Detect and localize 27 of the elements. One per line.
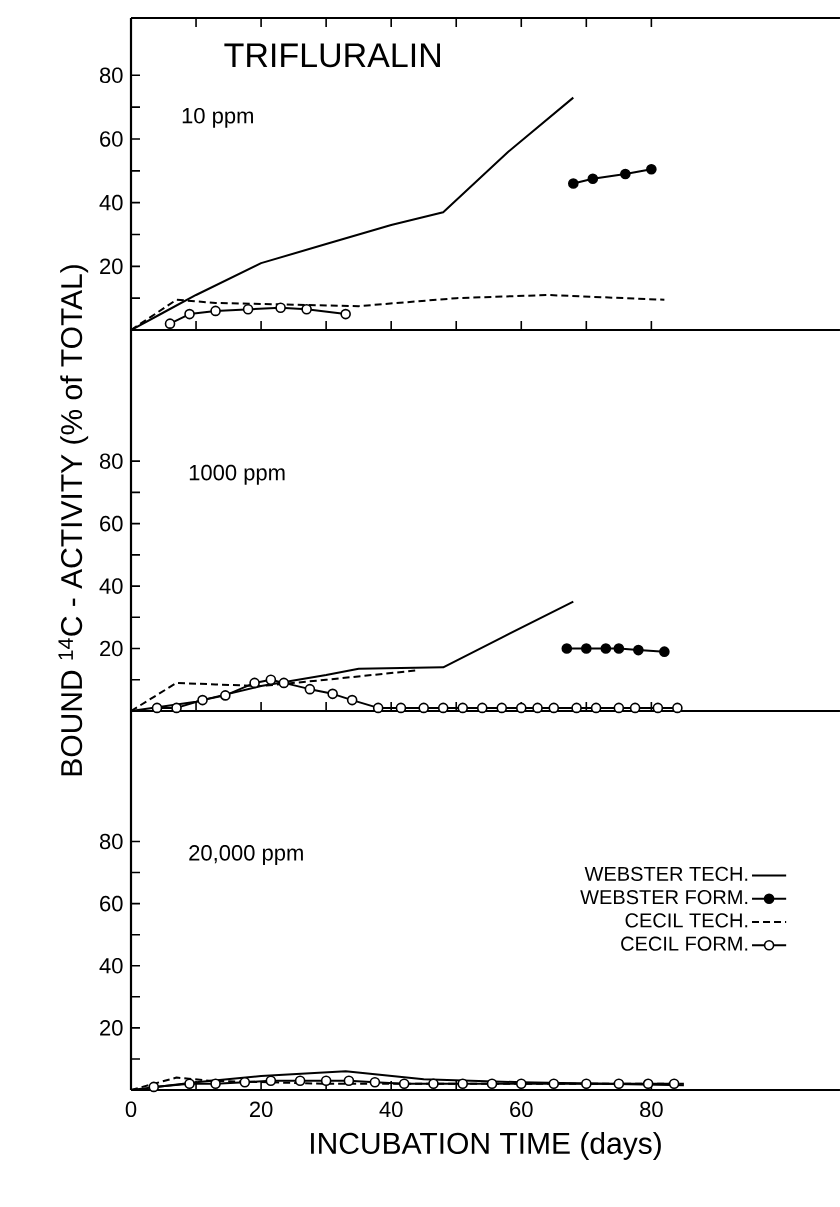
y-axis-title: BOUND $^{14}$C - ACTIVITY (% of TOTAL) [58, 265, 89, 776]
y-tick-label: 80 [99, 67, 123, 84]
x-axis-title: INCUBATION TIME (days) [311, 1131, 661, 1160]
text: 1000 ppm [189, 464, 285, 485]
text: 20,000 ppm [189, 845, 303, 865]
y-tick-label: 60 [100, 895, 123, 912]
text: 10 ppm [182, 107, 253, 128]
y-tick-label: 80 [99, 453, 123, 469]
y-tick-label: 80 [99, 833, 123, 850]
legend-label: WEBSTER FORM. [580, 890, 748, 905]
y-tick-label: 20 [100, 1020, 123, 1036]
x-tick-label: 0 [125, 1101, 137, 1118]
y-tick-label: 40 [99, 578, 123, 594]
x-tick-label: 60 [510, 1101, 533, 1118]
y-tick-label: 60 [100, 515, 123, 532]
text: TRIFLURALIN [224, 43, 440, 68]
y-tick-label: 40 [99, 194, 123, 211]
y-tick-label: 40 [99, 957, 123, 974]
legend-label: CECIL TECH. [625, 913, 748, 928]
x-tick-label: 80 [640, 1101, 663, 1118]
y-tick-label: 20 [100, 640, 123, 657]
legend-label: CECIL FORM. [621, 936, 748, 951]
y-tick-label: 60 [100, 131, 123, 147]
x-tick-label: 20 [249, 1101, 273, 1118]
x-tick-label: 40 [379, 1101, 403, 1118]
legend-label: WEBSTER TECH. [584, 866, 748, 881]
y-tick-label: 20 [100, 258, 123, 275]
